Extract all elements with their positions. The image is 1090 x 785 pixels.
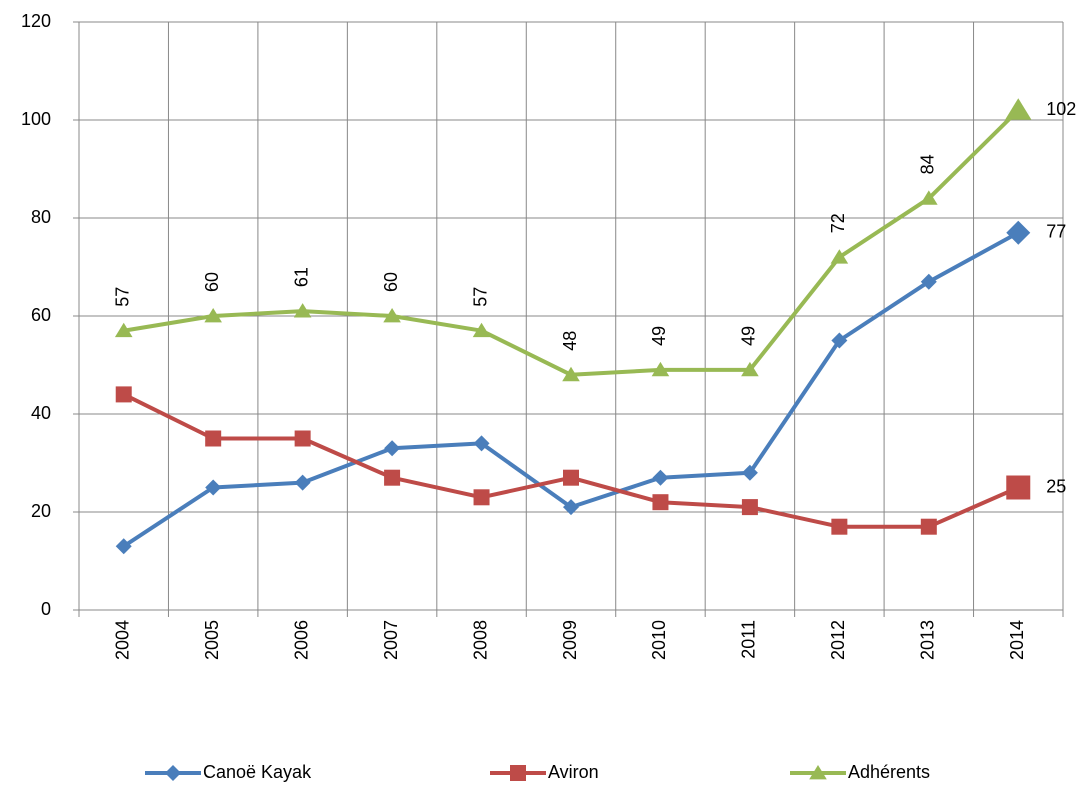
marker	[563, 469, 579, 486]
marker	[809, 765, 827, 780]
legend-label: Adhérents	[848, 762, 930, 782]
legend-label: Canoë Kayak	[203, 762, 312, 782]
data-label: 60	[202, 272, 222, 292]
x-tick-label: 2013	[918, 620, 938, 660]
x-tick-label: 2010	[649, 620, 669, 660]
data-label: 84	[918, 154, 938, 174]
legend-label: Aviron	[548, 762, 599, 782]
data-label: 49	[739, 326, 759, 346]
marker	[741, 361, 759, 377]
marker	[205, 479, 222, 496]
data-label: 77	[1046, 221, 1066, 241]
data-label: 57	[112, 287, 132, 307]
x-tick-label: 2014	[1007, 620, 1027, 660]
marker	[741, 464, 758, 481]
marker	[920, 518, 937, 535]
marker	[384, 440, 401, 457]
marker	[510, 765, 526, 781]
marker	[473, 435, 490, 452]
data-label: 57	[470, 287, 490, 307]
y-tick-label: 80	[31, 207, 51, 227]
data-label: 102	[1046, 99, 1076, 119]
y-tick-label: 20	[31, 501, 51, 521]
data-label: 48	[560, 331, 580, 351]
marker	[114, 322, 133, 338]
marker	[204, 308, 222, 323]
y-tick-label: 0	[41, 599, 51, 619]
x-tick-label: 2009	[560, 620, 580, 660]
marker	[294, 430, 311, 447]
x-tick-label: 2012	[828, 620, 848, 660]
x-tick-label: 2008	[470, 620, 490, 660]
x-tick-label: 2005	[202, 620, 222, 660]
y-tick-label: 100	[21, 109, 51, 129]
marker	[165, 765, 181, 781]
marker	[741, 499, 758, 516]
data-label: 61	[291, 267, 311, 287]
marker	[293, 303, 312, 318]
y-tick-label: 40	[31, 403, 51, 423]
marker	[831, 518, 848, 535]
data-label: 25	[1046, 476, 1066, 496]
marker	[563, 499, 579, 516]
marker	[294, 474, 311, 491]
x-tick-label: 2007	[381, 620, 401, 660]
marker	[651, 361, 670, 377]
x-tick-label: 2011	[739, 620, 759, 659]
y-tick-label: 120	[21, 11, 51, 31]
marker	[652, 469, 669, 486]
x-tick-label: 2006	[291, 620, 311, 660]
marker	[384, 469, 401, 486]
marker	[1006, 475, 1031, 500]
marker	[205, 430, 222, 447]
marker	[115, 386, 132, 403]
marker	[830, 249, 849, 264]
marker	[920, 190, 938, 205]
marker	[1006, 220, 1031, 245]
data-label: 60	[381, 272, 401, 292]
x-tick-label: 2004	[112, 620, 132, 660]
marker	[652, 494, 669, 511]
marker	[1005, 98, 1032, 120]
marker	[383, 308, 401, 323]
data-label: 72	[828, 213, 848, 233]
marker	[562, 366, 580, 382]
marker	[920, 273, 937, 290]
marker	[115, 538, 132, 555]
marker	[472, 322, 491, 338]
marker	[831, 332, 848, 349]
data-label: 49	[649, 326, 669, 346]
y-tick-label: 60	[31, 305, 51, 325]
marker	[473, 489, 490, 506]
